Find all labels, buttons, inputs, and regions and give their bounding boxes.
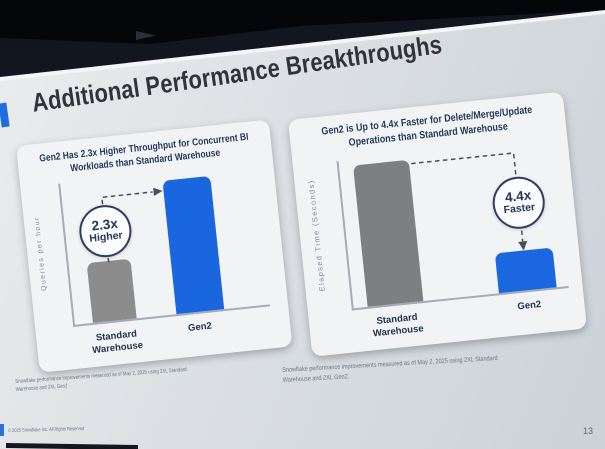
screen-bottom-edge (5, 442, 139, 449)
x-label-standard-warehouse: Standard Warehouse (91, 328, 144, 356)
page-number: 13 (582, 426, 593, 436)
x-label-standard-warehouse: Standard Warehouse (372, 311, 425, 340)
chart-card-throughput: Gen2 Has 2.3x Higher Throughput for Conc… (16, 119, 293, 373)
x-label-gen2: Gen2 (187, 320, 213, 334)
annotation-label: Higher (88, 229, 124, 246)
y-axis-label: Queries per hour (33, 216, 49, 292)
bezel-reflection (136, 31, 156, 40)
bar-chart-elapsed-time: Elapsed Time (Seconds) 4.4x Faster Stand… (292, 133, 586, 348)
bar-standard-warehouse (353, 159, 424, 307)
annotation-label: Faster (503, 201, 536, 217)
bar-chart-throughput: Queries per hour 2.3x Higher Standard Wa… (20, 157, 292, 365)
y-axis-label: Elapsed Time (Seconds) (306, 179, 327, 293)
x-label-gen2: Gen2 (516, 298, 542, 313)
plot-area (336, 138, 569, 311)
bar-standard-warehouse (86, 258, 137, 323)
snowflake-logo-mark-icon (0, 424, 4, 436)
bar-gen2 (494, 247, 557, 294)
chart-card-elapsed-time: Gen2 is Up to 4.4x Faster for Delete/Mer… (288, 91, 588, 357)
bar-gen2 (162, 175, 225, 315)
